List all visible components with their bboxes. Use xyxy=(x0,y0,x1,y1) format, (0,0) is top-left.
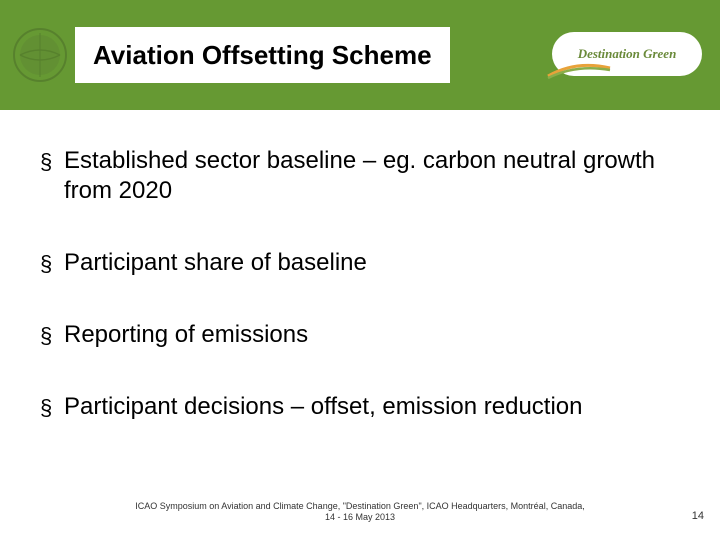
bullet-item: § Participant decisions – offset, emissi… xyxy=(40,392,680,422)
icao-logo xyxy=(10,25,70,85)
destination-green-badge: Destination Green xyxy=(552,32,702,76)
page-number: 14 xyxy=(692,510,704,522)
bullet-item: § Participant share of baseline xyxy=(40,248,680,278)
slide-content: § Established sector baseline – eg. carb… xyxy=(0,110,720,422)
title-container: Aviation Offsetting Scheme xyxy=(75,27,450,83)
bullet-text: Participant share of baseline xyxy=(64,248,367,278)
slide-title: Aviation Offsetting Scheme xyxy=(93,40,432,71)
bullet-text: Established sector baseline – eg. carbon… xyxy=(64,146,680,206)
bullet-marker-icon: § xyxy=(40,322,54,350)
bullet-text: Reporting of emissions xyxy=(64,320,308,350)
bullet-item: § Reporting of emissions xyxy=(40,320,680,350)
slide-footer: ICAO Symposium on Aviation and Climate C… xyxy=(0,501,720,524)
footer-line-1: ICAO Symposium on Aviation and Climate C… xyxy=(40,501,680,513)
bullet-marker-icon: § xyxy=(40,394,54,422)
slide-header: Aviation Offsetting Scheme Destination G… xyxy=(0,0,720,110)
bullet-text: Participant decisions – offset, emission… xyxy=(64,392,583,422)
swoosh-icon xyxy=(546,58,614,80)
bullet-marker-icon: § xyxy=(40,148,54,206)
bullet-item: § Established sector baseline – eg. carb… xyxy=(40,146,680,206)
footer-line-2: 14 - 16 May 2013 xyxy=(40,512,680,524)
bullet-marker-icon: § xyxy=(40,250,54,278)
